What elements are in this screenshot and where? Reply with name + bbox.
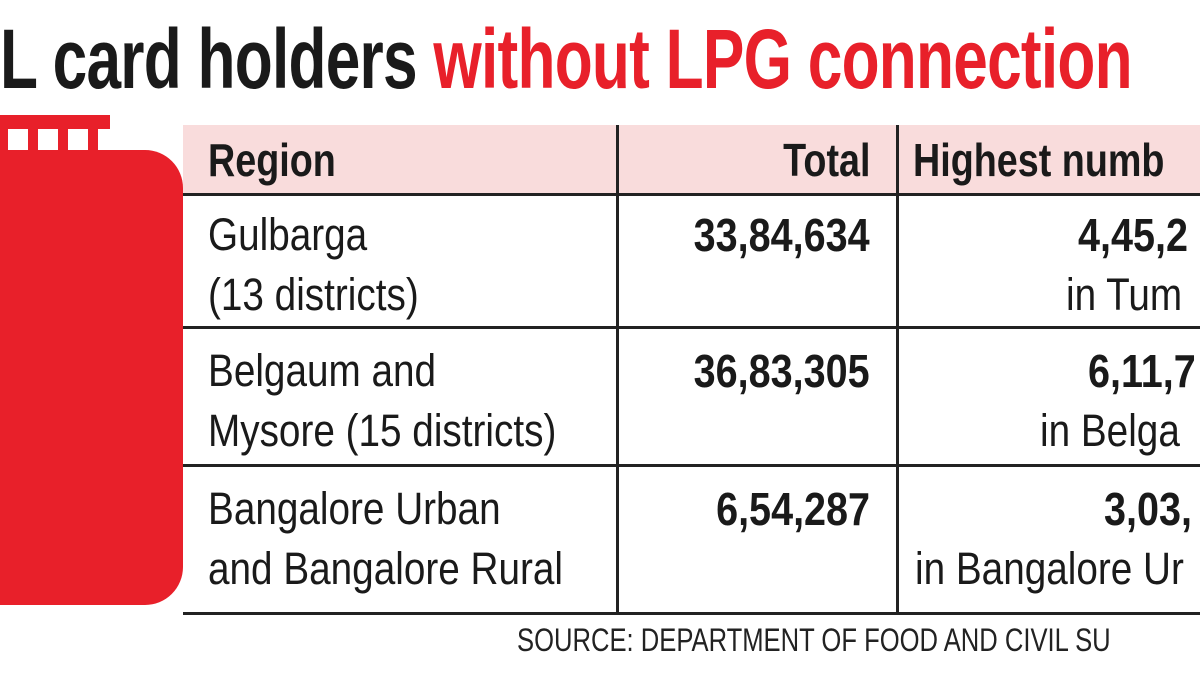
row-divider	[183, 464, 1200, 467]
highest-place: in Bangalore Ur	[915, 543, 1184, 594]
headline-red: without LPG connection	[433, 12, 1132, 106]
header-total: Total	[782, 134, 870, 186]
region-line2: (13 districts)	[208, 269, 419, 320]
header-region: Region	[208, 134, 336, 186]
row-divider	[183, 612, 1200, 615]
region-line1: Gulbarga	[208, 209, 368, 260]
region-line2: Mysore (15 districts)	[208, 405, 557, 456]
region-line1: Bangalore Urban	[208, 483, 501, 534]
row-divider	[183, 193, 1200, 196]
highest-place: in Tum	[1066, 269, 1183, 320]
highest-value: 3,03,	[1104, 483, 1192, 535]
headline-black: L card holders	[0, 12, 434, 106]
region-line2: and Bangalore Rural	[208, 543, 563, 594]
highest-place: in Belga	[1040, 405, 1180, 456]
headline: L card holders without LPG connection	[0, 12, 1133, 106]
column-divider	[896, 125, 899, 615]
total-value: 33,84,634	[693, 209, 870, 261]
region-line1: Belgaum and	[208, 345, 437, 396]
table-header	[183, 125, 1200, 193]
total-value: 36,83,305	[693, 345, 870, 397]
highest-value: 4,45,2	[1078, 209, 1188, 261]
highest-value: 6,11,7	[1088, 345, 1196, 397]
row-divider	[183, 326, 1200, 329]
source-note: SOURCE: DEPARTMENT OF FOOD AND CIVIL SU	[517, 622, 1111, 658]
header-highest: Highest numb	[913, 134, 1165, 186]
total-value: 6,54,287	[716, 483, 870, 535]
column-divider	[616, 125, 619, 615]
